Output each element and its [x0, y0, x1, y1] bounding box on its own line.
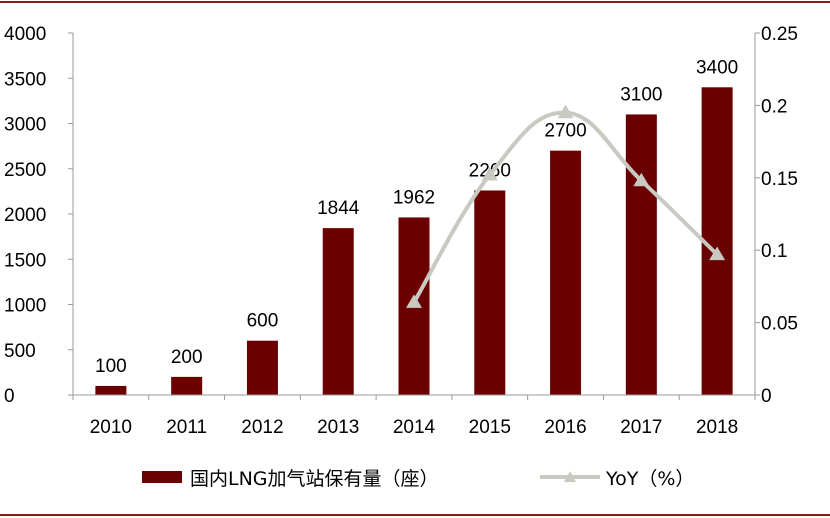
bar-value-label: 3100 [620, 84, 662, 105]
x-tick-label: 2011 [166, 417, 207, 438]
triangle-marker-icon [540, 471, 600, 482]
right-tick-label: 0.25 [761, 24, 798, 45]
bar-value-label: 1844 [317, 198, 360, 219]
right-tick-label: 0.15 [761, 169, 798, 190]
bar-value-label: 100 [95, 356, 127, 377]
bar [246, 340, 278, 395]
line-series [406, 104, 726, 308]
left-tick-label: 4000 [4, 24, 46, 45]
bar-value-label: 200 [171, 347, 203, 368]
bar [322, 228, 354, 395]
bar-series [95, 87, 733, 396]
legend-line-swatch [540, 470, 600, 484]
right-tick-label: 0.05 [761, 314, 798, 335]
bar-value-label: 1962 [393, 187, 435, 208]
x-tick-label: 2014 [393, 417, 436, 438]
right-axis-ticks: 0 0.05 0.1 0.15 0.2 0.25 [755, 24, 798, 407]
left-tick-label: 500 [4, 341, 36, 362]
x-axis-ticks: 2010 2011 2012 2013 2014 2015 2016 2017 2018 [72, 395, 756, 438]
x-tick-label: 2010 [90, 417, 132, 438]
x-tick-label: 2016 [544, 417, 586, 438]
x-tick-label: 2018 [696, 417, 738, 438]
x-tick-label: 2013 [317, 417, 359, 438]
left-tick-label: 3500 [4, 69, 46, 90]
left-tick-label: 1000 [4, 296, 46, 317]
yoy-point [557, 104, 574, 119]
yoy-point [481, 166, 498, 181]
x-tick-label: 2015 [469, 417, 511, 438]
bar [625, 114, 657, 395]
legend-bar-label: 国内LNG加气站保有量（座） [190, 467, 439, 490]
bar [474, 190, 506, 395]
yoy-point [633, 172, 650, 187]
legend-item-line: YoY（%） [540, 462, 694, 492]
right-tick-label: 0 [761, 386, 772, 407]
x-tick-label: 2017 [620, 417, 662, 438]
x-tick-label: 2012 [241, 417, 283, 438]
yoy-point [406, 294, 422, 308]
bar [701, 87, 733, 396]
bar [171, 376, 203, 395]
bar-value-label: 3400 [696, 57, 738, 78]
legend: 国内LNG加气站保有量（座） YoY（%） [0, 462, 830, 492]
left-tick-label: 2000 [4, 205, 46, 226]
bar [550, 150, 582, 395]
yoy-point [709, 246, 726, 261]
right-tick-label: 0.1 [761, 241, 787, 262]
left-axis-ticks: 0 500 1000 1500 2000 2500 3000 3500 4000 [4, 24, 73, 407]
left-tick-label: 2500 [4, 160, 46, 181]
bar [95, 385, 127, 395]
bar-value-label: 600 [247, 311, 279, 332]
left-tick-label: 1500 [4, 250, 46, 271]
legend-bar-swatch [142, 471, 182, 483]
left-tick-label: 0 [4, 386, 15, 407]
left-tick-label: 3000 [4, 115, 46, 136]
bar-value-label: 2700 [544, 121, 586, 142]
right-tick-label: 0.2 [761, 96, 787, 117]
axes [72, 33, 756, 396]
legend-item-bar: 国内LNG加气站保有量（座） [142, 462, 439, 492]
legend-line-label: YoY（%） [606, 467, 695, 490]
bar-data-labels: 100200600184419622260270031003400 [95, 57, 738, 377]
